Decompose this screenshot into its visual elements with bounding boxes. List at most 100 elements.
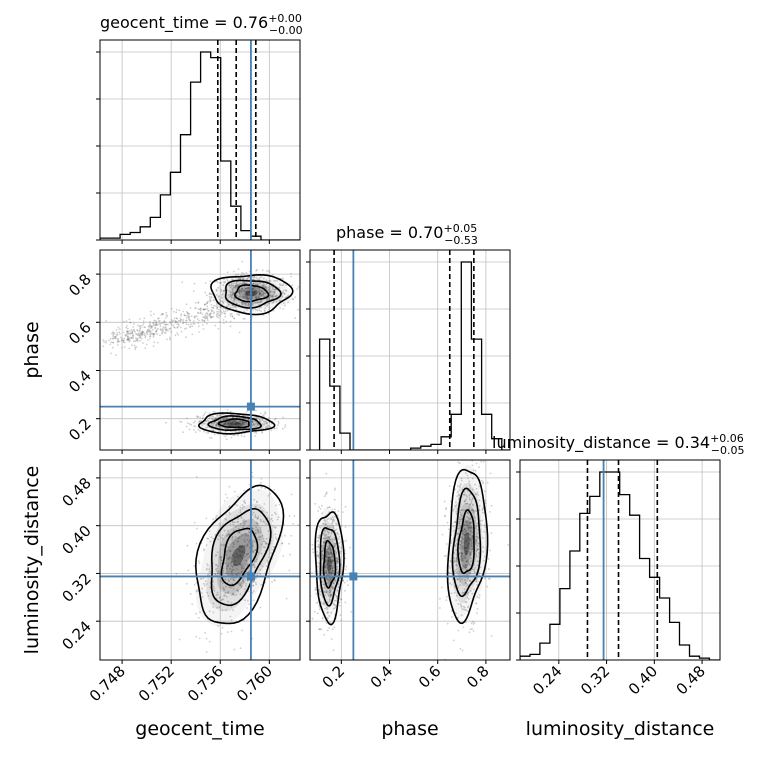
scatter-point bbox=[258, 418, 261, 421]
scatter-point bbox=[293, 515, 296, 517]
scatter-point bbox=[459, 516, 461, 519]
scatter-point bbox=[282, 278, 285, 281]
scatter-point bbox=[183, 314, 186, 317]
scatter-point bbox=[331, 559, 334, 562]
scatter-point bbox=[138, 329, 141, 332]
scatter-point bbox=[277, 420, 280, 423]
scatter-point bbox=[218, 430, 221, 433]
scatter-point bbox=[455, 599, 458, 602]
scatter-point bbox=[153, 319, 156, 322]
scatter-point bbox=[226, 309, 229, 312]
scatter-point bbox=[317, 539, 320, 542]
scatter-point bbox=[258, 293, 261, 295]
scatter-point bbox=[105, 320, 107, 322]
scatter-point bbox=[265, 565, 268, 567]
scatter-point bbox=[265, 537, 268, 540]
scatter-point bbox=[201, 592, 203, 594]
scatter-point bbox=[328, 560, 330, 562]
scatter-point bbox=[233, 423, 236, 426]
scatter-point bbox=[473, 516, 476, 519]
scatter-point bbox=[246, 290, 248, 293]
scatter-point bbox=[196, 318, 199, 320]
scatter-point bbox=[335, 595, 338, 598]
scatter-point bbox=[338, 601, 341, 604]
scatter-point bbox=[201, 595, 204, 598]
scatter-point bbox=[238, 288, 241, 291]
scatter-point bbox=[259, 292, 261, 295]
scatter-point bbox=[469, 538, 471, 541]
scatter-point bbox=[262, 546, 265, 548]
scatter-point bbox=[237, 420, 239, 423]
scatter-point bbox=[465, 530, 467, 533]
scatter-point bbox=[477, 537, 479, 540]
scatter-point bbox=[484, 524, 486, 527]
scatter-point bbox=[475, 493, 478, 495]
scatter-point bbox=[464, 581, 467, 584]
scatter-point bbox=[102, 345, 105, 348]
scatter-point bbox=[165, 329, 168, 332]
scatter-point bbox=[453, 508, 455, 511]
scatter-point bbox=[231, 315, 234, 318]
scatter-point bbox=[261, 510, 264, 513]
scatter-point bbox=[454, 505, 456, 507]
scatter-point bbox=[269, 298, 271, 301]
scatter-point bbox=[233, 306, 236, 308]
scatter-point bbox=[469, 539, 471, 541]
scatter-point bbox=[177, 325, 180, 327]
scatter-point bbox=[458, 518, 461, 521]
scatter-point bbox=[245, 294, 247, 296]
scatter-point bbox=[215, 303, 218, 306]
scatter-point bbox=[453, 591, 456, 594]
scatter-point bbox=[270, 552, 273, 555]
scatter-point bbox=[204, 584, 206, 587]
scatter-point bbox=[269, 285, 271, 288]
scatter-point bbox=[240, 586, 243, 589]
scatter-point bbox=[259, 529, 262, 531]
scatter-point bbox=[312, 285, 314, 287]
scatter-point bbox=[217, 308, 220, 311]
scatter-point bbox=[216, 606, 219, 609]
scatter-point bbox=[462, 605, 465, 608]
scatter-point bbox=[277, 422, 280, 424]
scatter-point bbox=[195, 635, 198, 638]
scatter-point bbox=[329, 548, 332, 550]
scatter-point bbox=[207, 595, 210, 597]
scatter-point bbox=[246, 296, 249, 298]
scatter-point bbox=[154, 327, 157, 329]
scatter-point bbox=[328, 590, 331, 592]
x-axis-label: phase bbox=[381, 718, 438, 740]
scatter-point bbox=[135, 333, 137, 335]
scatter-point bbox=[246, 277, 249, 280]
scatter-point bbox=[323, 589, 325, 592]
scatter-point bbox=[323, 583, 325, 586]
scatter-point bbox=[257, 296, 260, 299]
scatter-point bbox=[232, 287, 235, 289]
scatter-point bbox=[212, 315, 215, 318]
scatter-point bbox=[229, 424, 232, 427]
scatter-point bbox=[445, 508, 448, 511]
scatter-point bbox=[318, 628, 320, 631]
scatter-point bbox=[173, 326, 176, 329]
scatter-point bbox=[223, 594, 225, 597]
scatter-point bbox=[252, 599, 255, 602]
scatter-point bbox=[127, 335, 129, 338]
scatter-point bbox=[204, 282, 207, 284]
scatter-point bbox=[227, 424, 230, 426]
scatter-point bbox=[103, 341, 105, 343]
scatter-point bbox=[215, 564, 218, 566]
scatter-point bbox=[209, 293, 212, 295]
scatter-point bbox=[248, 303, 251, 306]
scatter-point bbox=[135, 339, 138, 342]
scatter-point bbox=[328, 552, 331, 555]
scatter-point bbox=[325, 591, 328, 593]
scatter-point bbox=[341, 511, 344, 513]
scatter-point bbox=[273, 488, 276, 491]
scatter-point bbox=[464, 500, 467, 502]
scatter-point bbox=[333, 603, 335, 606]
scatter-point bbox=[448, 571, 450, 574]
scatter-point bbox=[328, 545, 330, 548]
scatter-point bbox=[191, 603, 194, 606]
scatter-point bbox=[271, 295, 274, 298]
scatter-point bbox=[130, 336, 133, 339]
scatter-point bbox=[252, 287, 255, 290]
